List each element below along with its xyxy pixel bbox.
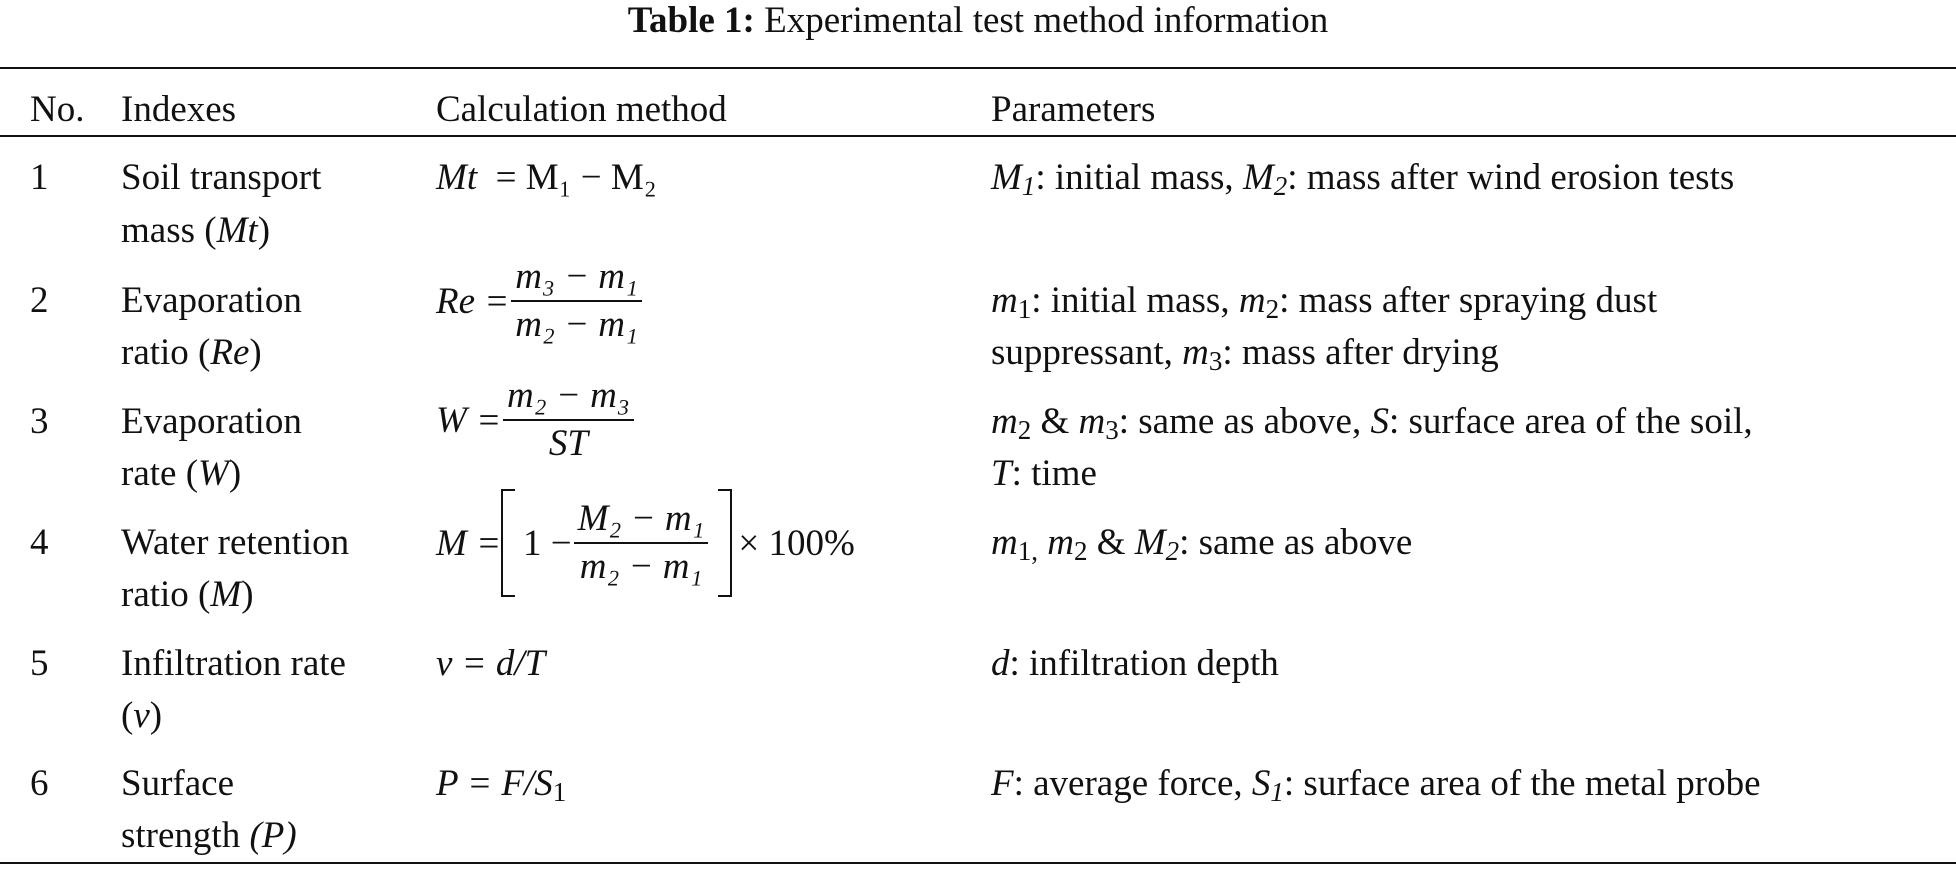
index-name-line1: Infiltration rate xyxy=(121,643,346,684)
header-rule xyxy=(0,135,1956,137)
row-number: 6 xyxy=(30,763,49,804)
fraction: M₂ − m₁ m₂ − m₁ xyxy=(573,496,709,590)
header-no: No. xyxy=(30,89,85,130)
index-name-line2: mass (Mt) xyxy=(121,210,271,251)
index-name-line2: ratio (M) xyxy=(121,574,254,615)
header-parameters: Parameters xyxy=(991,89,1156,130)
fraction: m₂ − m₃ ST xyxy=(503,373,634,467)
bottom-rule xyxy=(0,862,1956,864)
index-name-line1: Surface xyxy=(121,763,234,804)
parameters-line1: m2 & m3: same as above, S: surface area … xyxy=(991,401,1753,445)
left-bracket xyxy=(501,489,516,597)
index-name-line2: strength (P) xyxy=(121,815,297,856)
index-name-line2: ratio (Re) xyxy=(121,332,262,373)
parameters-line2: T: time xyxy=(991,453,1097,494)
parameters: F: average force, S1: surface area of th… xyxy=(991,763,1761,807)
header-calculation-method: Calculation method xyxy=(436,89,727,130)
row-number: 2 xyxy=(30,280,49,321)
parameters: d: infiltration depth xyxy=(991,643,1279,684)
formula: Re = m₃ − m₁ m₂ − m₁ xyxy=(436,251,644,351)
right-bracket xyxy=(718,489,733,597)
row-number: 4 xyxy=(30,522,49,563)
row-number: 1 xyxy=(30,157,49,198)
parameters-line1: m1: initial mass, m2: mass after sprayin… xyxy=(991,280,1658,324)
parameters-line2: suppressant, m3: mass after drying xyxy=(991,332,1499,376)
row-number: 5 xyxy=(30,643,49,684)
fraction: m₃ − m₁ m₂ − m₁ xyxy=(511,254,642,348)
index-name-line1: Evaporation xyxy=(121,280,302,321)
formula: P = F/S1 xyxy=(436,763,567,807)
row-number: 3 xyxy=(30,401,49,442)
top-rule xyxy=(0,67,1956,69)
index-name-line2: rate (W) xyxy=(121,453,242,494)
index-name-line1: Evaporation xyxy=(121,401,302,442)
header-indexes: Indexes xyxy=(121,89,237,130)
index-name-line1: Water retention xyxy=(121,522,350,563)
formula: v = d/T xyxy=(436,643,546,684)
formula: Mt = M₁ − M₂ xyxy=(436,157,657,198)
caption-label: Table 1: xyxy=(627,0,755,41)
caption-text: Experimental test method information xyxy=(764,0,1329,41)
index-name-line1: Soil transport xyxy=(121,157,322,198)
parameters: m1, m2 & M2: same as above xyxy=(991,522,1413,566)
index-name-line2: (v) xyxy=(121,695,163,736)
parameters: M1: initial mass, M2: mass after wind er… xyxy=(991,157,1735,201)
formula: W = m₂ − m₃ ST xyxy=(436,370,636,470)
formula: M = 1 − M₂ − m₁ m₂ − m₁ × 100% xyxy=(436,488,855,598)
table-caption: Table 1: Experimental test method inform… xyxy=(0,0,1956,42)
